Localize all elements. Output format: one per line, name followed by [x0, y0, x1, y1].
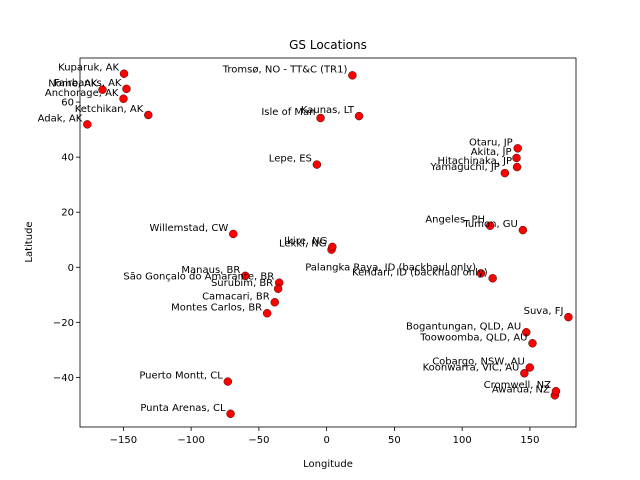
y-axis-title: Latitude: [24, 221, 35, 262]
data-point: [518, 225, 528, 235]
x-axis-ticks: −150 −100 −50 0 50 100 150: [110, 427, 539, 446]
point-label: Kendari, ID (backhaul only): [352, 267, 488, 278]
point-label: Kuparuk, AK: [58, 63, 119, 74]
chart-title: GS Locations: [289, 38, 367, 52]
point-label: Isle of Man: [261, 107, 315, 118]
point-label: Fairbanks, AK: [54, 78, 122, 89]
y-tick-label: 40: [61, 153, 74, 164]
x-axis-title: Longitude: [303, 459, 353, 470]
point-label: Koonwarra, VIC, AU: [423, 362, 520, 373]
point-label: Manaus, BR: [181, 265, 240, 276]
data-point: [312, 160, 322, 169]
point-label: Suva, FJ: [524, 306, 564, 317]
point-label: Willemstad, CW: [150, 223, 229, 234]
y-axis-ticks: −40 −20 0 20 40 60: [53, 98, 80, 384]
y-tick-label: −20: [53, 318, 74, 329]
point-label: Anchorage, AK: [45, 88, 119, 99]
point-label: Bogantungan, QLD, AU: [406, 321, 521, 332]
point-label: Cromwell, NZ: [484, 380, 551, 391]
data-point: [144, 110, 153, 120]
data-point: [119, 69, 129, 78]
data-point: [520, 369, 529, 378]
point-label: Ikire, NG: [284, 236, 327, 247]
data-point: [98, 85, 107, 94]
data-point: [270, 298, 279, 307]
point-label: Lekki, NG: [279, 239, 327, 250]
point-label: Kaunas, LT: [301, 105, 355, 116]
data-point: [512, 162, 522, 172]
data-point: [229, 229, 238, 239]
point-label: Camacari, BR: [202, 291, 270, 302]
data-point: [119, 94, 128, 103]
data-point: [476, 269, 486, 278]
data-point: [328, 242, 337, 252]
data-point: [488, 274, 497, 283]
point-label: Angeles, PH: [425, 215, 485, 226]
point-label: Lepe, ES: [269, 154, 312, 165]
data-point: [348, 71, 357, 80]
data-point: [354, 111, 364, 121]
x-tick-label: 100: [453, 435, 472, 446]
data-point: [513, 144, 522, 153]
point-label: Palangka Raya, ID (backhaul only): [305, 262, 476, 273]
point-label: Toowoomba, QLD, AU: [419, 332, 527, 343]
data-point: [522, 328, 531, 337]
point-label: Montes Carlos, BR: [171, 302, 262, 313]
data-point: [485, 221, 495, 230]
data-point: [262, 309, 272, 318]
point-label: Tromsø, NO - TT&C (TR1): [222, 64, 348, 75]
point-label: Yamaguchi, JP: [429, 162, 499, 173]
point-label: Tumon, GU: [462, 219, 518, 230]
x-tick-label: −50: [248, 435, 269, 446]
point-label: Adak, AK: [38, 113, 83, 124]
plot-area-frame: [79, 57, 577, 428]
point-label: Surubim, BR: [211, 278, 273, 289]
x-tick-label: 150: [520, 435, 539, 446]
data-points: [83, 69, 573, 418]
point-label: Punta Arenas, CL: [140, 403, 226, 414]
y-tick-label: 20: [61, 208, 74, 219]
x-tick-label: −100: [177, 435, 204, 446]
point-label: Awarua, NZ: [492, 384, 550, 395]
point-label: Otaru, JP: [469, 137, 513, 148]
point-label: Cobargo, NSW, AU: [432, 357, 525, 368]
data-point: [525, 363, 534, 372]
point-label: Hitachinaka, JP: [438, 156, 513, 167]
data-point: [226, 409, 235, 418]
point-label: Nome, AK: [48, 79, 98, 90]
data-point: [528, 339, 537, 348]
y-tick-label: 60: [61, 98, 74, 109]
data-point: [223, 377, 233, 386]
point-label: Puerto Montt, CL: [139, 371, 223, 382]
data-point: [500, 168, 510, 178]
data-point: [564, 312, 573, 322]
point-label: Akita, JP: [471, 147, 512, 158]
point-label: São Gonçalo do Amarante, BR: [123, 272, 274, 283]
x-tick-label: 0: [323, 435, 329, 446]
data-point: [316, 113, 325, 123]
y-tick-label: 0: [68, 263, 74, 274]
data-point: [512, 153, 521, 163]
point-label: Ketchikan, AK: [75, 104, 144, 115]
data-point: [273, 284, 283, 293]
y-tick-label: −40: [53, 373, 74, 384]
data-point: [241, 271, 250, 281]
data-point: [83, 120, 92, 129]
data-point: [122, 84, 131, 94]
x-tick-label: −150: [110, 435, 137, 446]
data-point: [551, 387, 561, 396]
x-tick-label: 50: [388, 435, 401, 446]
